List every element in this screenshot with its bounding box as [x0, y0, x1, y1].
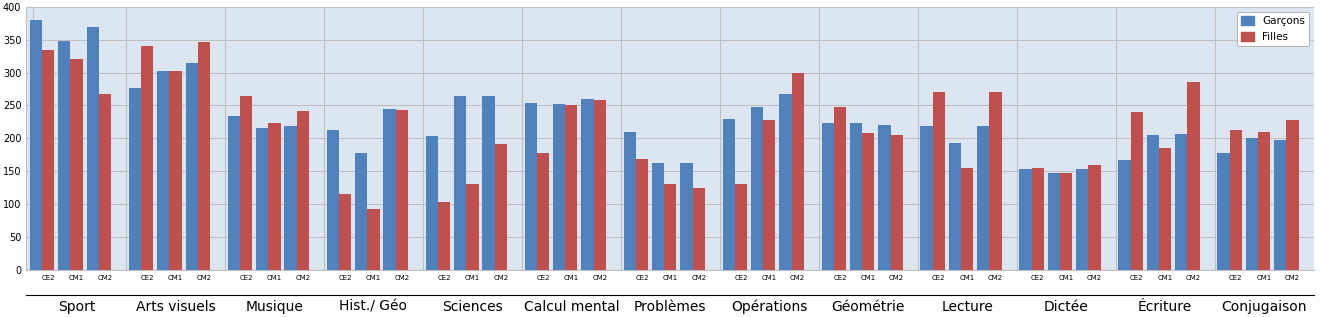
Bar: [553, 104, 565, 270]
Legend: Garçons, Filles: Garçons, Filles: [1237, 12, 1309, 46]
Bar: [339, 194, 351, 270]
Bar: [524, 103, 537, 270]
Bar: [1147, 135, 1159, 270]
Bar: [680, 163, 693, 270]
Bar: [1274, 140, 1287, 270]
Bar: [652, 163, 664, 270]
Bar: [1175, 134, 1188, 270]
Bar: [933, 92, 945, 270]
Bar: [949, 143, 961, 270]
Bar: [990, 92, 1002, 270]
Bar: [1019, 169, 1032, 270]
Bar: [1060, 172, 1072, 270]
Bar: [129, 88, 141, 270]
Bar: [693, 188, 705, 270]
Bar: [878, 125, 891, 270]
Bar: [1159, 148, 1171, 270]
Bar: [1246, 138, 1258, 270]
Bar: [327, 130, 339, 270]
Bar: [355, 153, 367, 270]
Bar: [482, 95, 495, 270]
Bar: [565, 106, 577, 270]
Bar: [1048, 172, 1060, 270]
Bar: [636, 159, 648, 270]
Bar: [256, 128, 268, 270]
Bar: [779, 94, 792, 270]
Bar: [961, 168, 973, 270]
Bar: [1258, 132, 1270, 270]
Bar: [834, 107, 846, 270]
Bar: [1076, 169, 1089, 270]
Bar: [297, 111, 309, 270]
Bar: [664, 184, 676, 270]
Bar: [367, 209, 380, 270]
Bar: [228, 116, 240, 270]
Bar: [141, 46, 153, 270]
Bar: [186, 63, 198, 270]
Bar: [920, 126, 933, 270]
Bar: [30, 20, 42, 270]
Bar: [821, 123, 834, 270]
Bar: [396, 110, 408, 270]
Bar: [240, 96, 252, 270]
Bar: [1118, 160, 1131, 270]
Bar: [495, 144, 507, 270]
Bar: [1131, 112, 1143, 270]
Bar: [735, 184, 747, 270]
Bar: [454, 95, 466, 270]
Bar: [466, 184, 479, 270]
Bar: [268, 123, 281, 270]
Bar: [850, 123, 862, 270]
Bar: [722, 119, 735, 270]
Bar: [1089, 165, 1101, 270]
Bar: [1217, 153, 1230, 270]
Bar: [537, 153, 549, 270]
Bar: [581, 99, 594, 270]
Bar: [70, 59, 83, 270]
Bar: [157, 71, 169, 270]
Bar: [87, 27, 99, 270]
Bar: [1230, 130, 1242, 270]
Bar: [438, 202, 450, 270]
Bar: [58, 41, 70, 270]
Bar: [623, 132, 636, 270]
Bar: [862, 133, 874, 270]
Bar: [977, 126, 990, 270]
Bar: [42, 49, 54, 270]
Bar: [792, 73, 804, 270]
Bar: [1287, 120, 1299, 270]
Bar: [1188, 82, 1200, 270]
Bar: [99, 94, 111, 270]
Bar: [285, 126, 297, 270]
Bar: [198, 42, 210, 270]
Bar: [425, 136, 438, 270]
Bar: [763, 120, 775, 270]
Bar: [594, 100, 606, 270]
Bar: [1032, 168, 1044, 270]
Bar: [751, 107, 763, 270]
Bar: [891, 135, 903, 270]
Bar: [169, 71, 182, 270]
Bar: [383, 109, 396, 270]
